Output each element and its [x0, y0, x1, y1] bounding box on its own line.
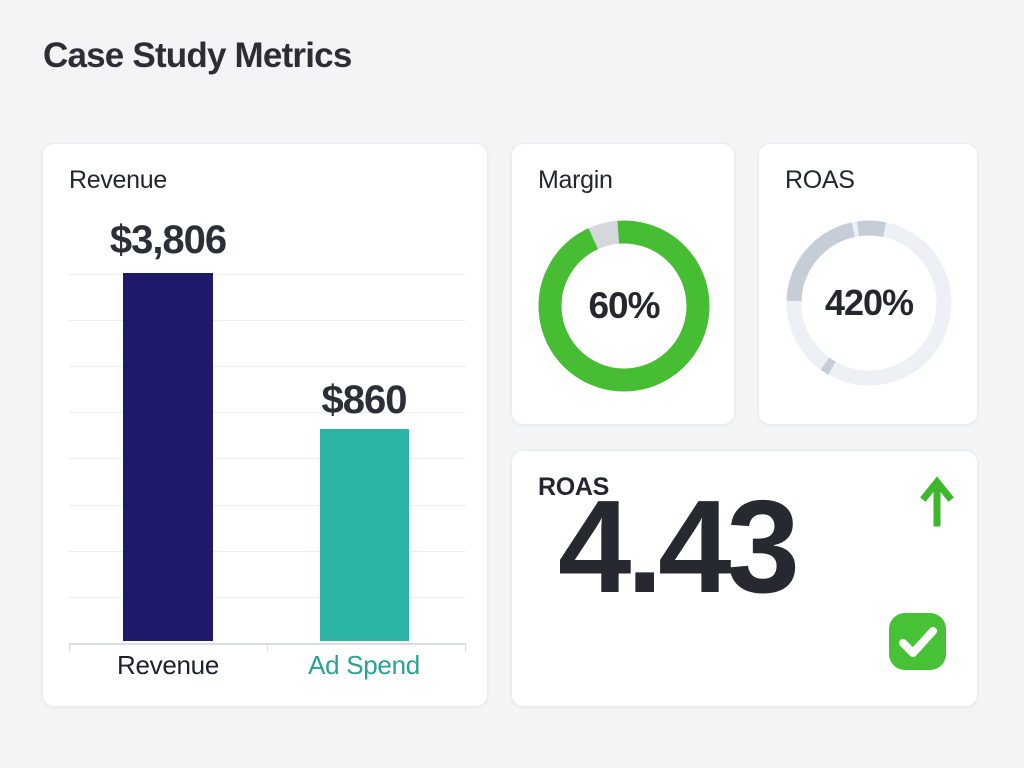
roas-ring-segment	[786, 220, 952, 386]
checkmark-badge	[889, 613, 946, 670]
margin-donut-chart: 60%	[536, 218, 712, 394]
gridline	[69, 320, 466, 321]
roas-kpi-card: ROAS 4.43	[511, 450, 978, 707]
margin-card-title: Margin	[538, 166, 613, 194]
revenue-bar-value: $3,806	[109, 218, 227, 262]
roas-kpi-value: 4.43	[558, 473, 800, 620]
margin-donut-svg	[538, 220, 710, 392]
x-axis-tick	[267, 643, 268, 652]
x-axis-tick	[465, 643, 466, 652]
margin-donut-card: Margin 60%	[511, 143, 735, 425]
ad-spend-bar	[320, 429, 409, 641]
roas-percent-label: 420%	[824, 282, 914, 323]
roas-gauge-chart: 420%	[784, 218, 954, 388]
gridline	[69, 505, 466, 506]
up-arrow-icon	[919, 475, 955, 532]
x-axis-tick	[69, 643, 70, 652]
margin-percent-label: 60%	[588, 285, 660, 326]
gridline	[69, 366, 466, 367]
gridline	[69, 551, 466, 552]
gridline	[69, 274, 466, 275]
revenue-category-label: Revenue	[117, 650, 219, 680]
ad-spend-bar-value: $860	[321, 378, 408, 422]
gridline	[69, 597, 466, 598]
roas-gauge-card-title: ROAS	[785, 166, 855, 194]
gridline	[69, 458, 466, 459]
roas-kpi-card-title: ROAS	[538, 473, 610, 501]
roas-gauge-svg	[786, 220, 952, 386]
ad-spend-category-label: Ad Spend	[308, 650, 420, 680]
page-title: Case Study Metrics	[43, 36, 352, 75]
roas-gauge-card: ROAS 420%	[758, 143, 978, 425]
revenue-bar-chart-card: Revenue $3,806 $860 Revenue Ad Spend	[42, 143, 488, 707]
revenue-card-title: Revenue	[69, 166, 167, 194]
revenue-bar	[123, 273, 213, 641]
checkmark-icon	[898, 626, 937, 657]
gridline	[69, 412, 466, 413]
roas-ring-segment	[786, 220, 952, 386]
